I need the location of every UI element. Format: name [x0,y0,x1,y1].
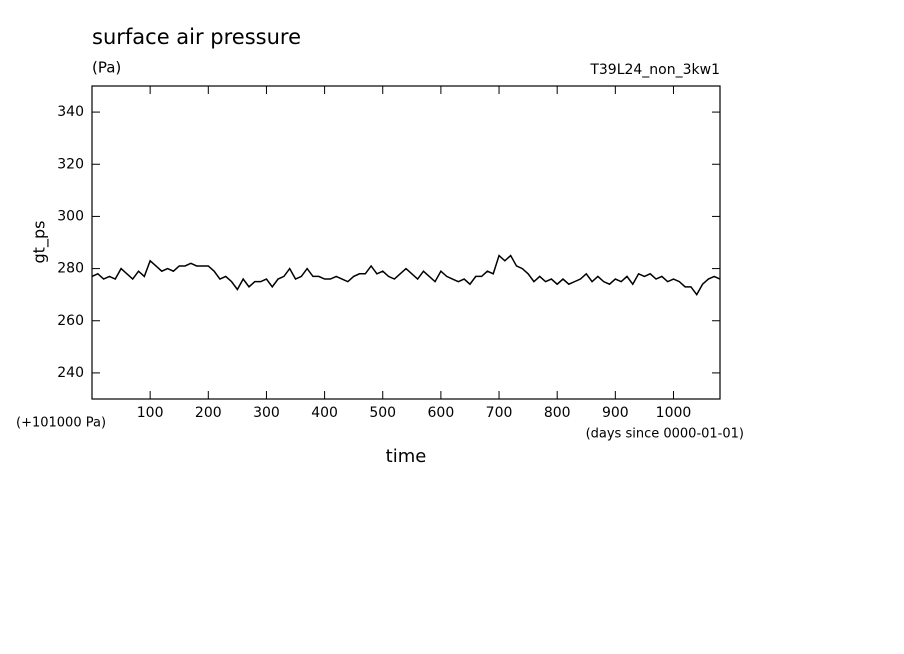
y-tick-label: 320 [57,156,84,172]
x-tick-label: 100 [137,405,164,421]
y-tick-label: 240 [57,365,84,381]
x-tick-label: 500 [369,405,396,421]
x-units-note: (days since 0000-01-01) [586,427,744,442]
y-offset-note: (+101000 Pa) [16,416,106,431]
plot-frame [91,85,721,400]
x-tick-label: 1000 [656,405,692,421]
x-tick-label: 900 [602,405,629,421]
x-tick-label: 200 [195,405,222,421]
y-tick-label: 340 [57,104,84,120]
x-tick-label: 700 [486,405,513,421]
x-axis-label: time [386,446,427,467]
units: (Pa) [92,59,121,77]
x-tick-label: 400 [311,405,338,421]
y-tick-label: 300 [57,208,84,224]
chart-title: surface air pressure [92,25,301,49]
x-tick-label: 300 [253,405,280,421]
x-tick-label: 800 [544,405,571,421]
y-tick-label: 280 [57,261,84,277]
data-line [91,254,721,297]
y-axis-label: gt_ps [30,221,50,264]
y-tick-label: 260 [57,313,84,329]
x-tick-label: 600 [428,405,455,421]
run-name: T39L24_non_3kw1 [589,62,720,78]
